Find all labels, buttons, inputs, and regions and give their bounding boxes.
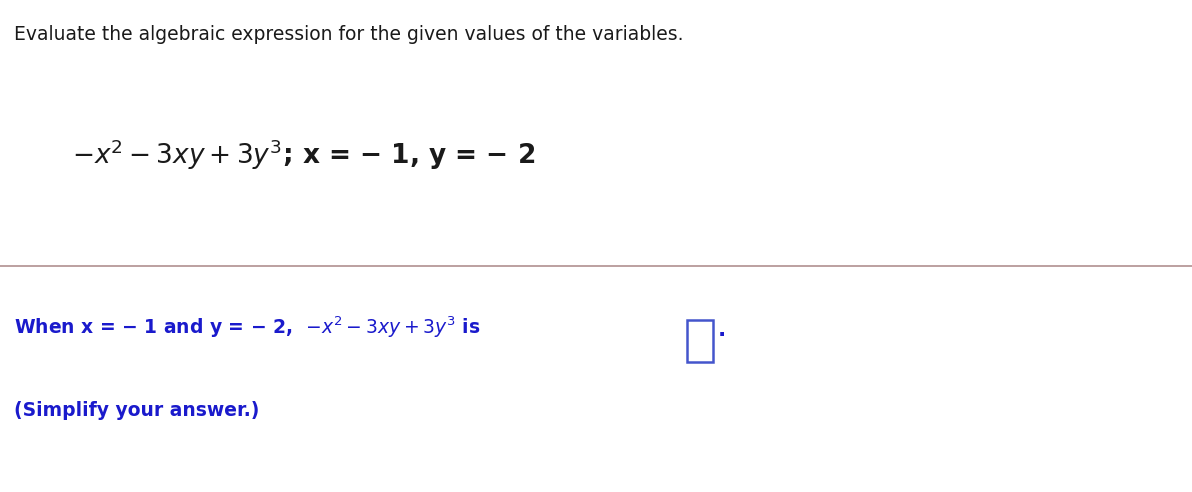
Text: When x = − 1 and y = − 2,  $−x^2 - 3xy + 3y^3$ is: When x = − 1 and y = − 2, $−x^2 - 3xy + … [14, 315, 480, 340]
Text: (Simplify your answer.): (Simplify your answer.) [14, 401, 260, 420]
Text: $−x^2 - 3xy + 3y^3$; x = − 1, y = − 2: $−x^2 - 3xy + 3y^3$; x = − 1, y = − 2 [72, 138, 535, 172]
Bar [687, 320, 713, 362]
Text: Evaluate the algebraic expression for the given values of the variables.: Evaluate the algebraic expression for th… [14, 25, 684, 44]
Text: .: . [718, 320, 726, 340]
